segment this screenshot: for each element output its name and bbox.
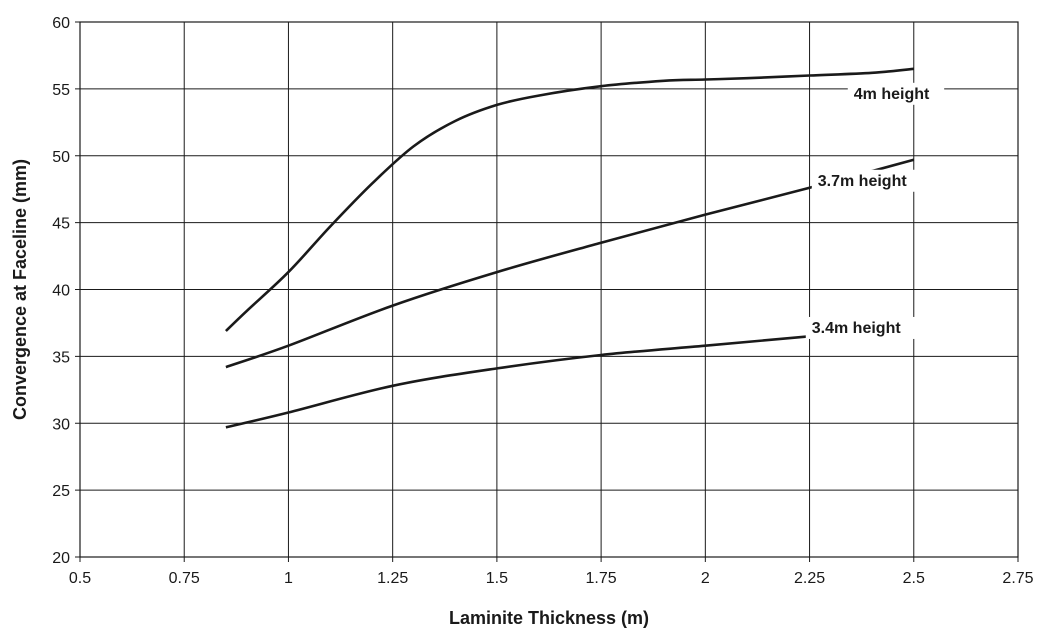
series-line-3-4m-height <box>225 325 914 429</box>
y-tick-label: 20 <box>52 550 70 567</box>
x-tick-label: 0.75 <box>169 570 200 587</box>
x-tick-label: 2.75 <box>1002 570 1033 587</box>
x-tick-label: 1.25 <box>377 570 408 587</box>
series-label-4m-height: 4m height <box>854 86 930 103</box>
series-label-3-7m-height: 3.7m height <box>818 173 908 190</box>
series-lines <box>224 67 915 429</box>
y-tick-label: 30 <box>52 416 70 433</box>
series-line-3-7m-height <box>225 158 915 369</box>
series-labels: 4m height 3.7m height 3.4m height <box>805 82 945 339</box>
x-tick-label: 2.5 <box>903 570 925 587</box>
y-tick-label: 35 <box>52 349 70 366</box>
series-label-background <box>811 169 928 192</box>
x-tick-label: 1.75 <box>586 570 617 587</box>
x-tick-label: 2.25 <box>794 570 825 587</box>
tick-labels: 0.5 0.75 1 1.25 1.5 1.75 2 2.25 2.5 2.75 20 25 30 35 4… <box>52 15 1033 587</box>
x-tick-label: 1 <box>284 570 293 587</box>
series-label-3-4m-height: 3.4m height <box>812 320 902 337</box>
y-tick-label: 45 <box>52 216 70 233</box>
x-axis-title: Laminite Thickness (m) <box>449 608 649 628</box>
series-label-background <box>805 316 922 339</box>
y-tick-label: 60 <box>52 15 70 32</box>
series-line-4m-height <box>224 67 914 332</box>
y-tick-label: 25 <box>52 483 70 500</box>
x-tick-label: 2 <box>701 570 710 587</box>
x-tick-label: 1.5 <box>486 570 508 587</box>
series-label-background <box>847 82 945 105</box>
y-tick-label: 40 <box>52 283 70 300</box>
plot-area-frame <box>79 21 1019 558</box>
x-tick-label: 0.5 <box>69 570 91 587</box>
y-tick-label: 55 <box>52 82 70 99</box>
y-tick-label: 50 <box>52 149 70 166</box>
y-axis-title: Convergence at Faceline (mm) <box>10 159 30 420</box>
